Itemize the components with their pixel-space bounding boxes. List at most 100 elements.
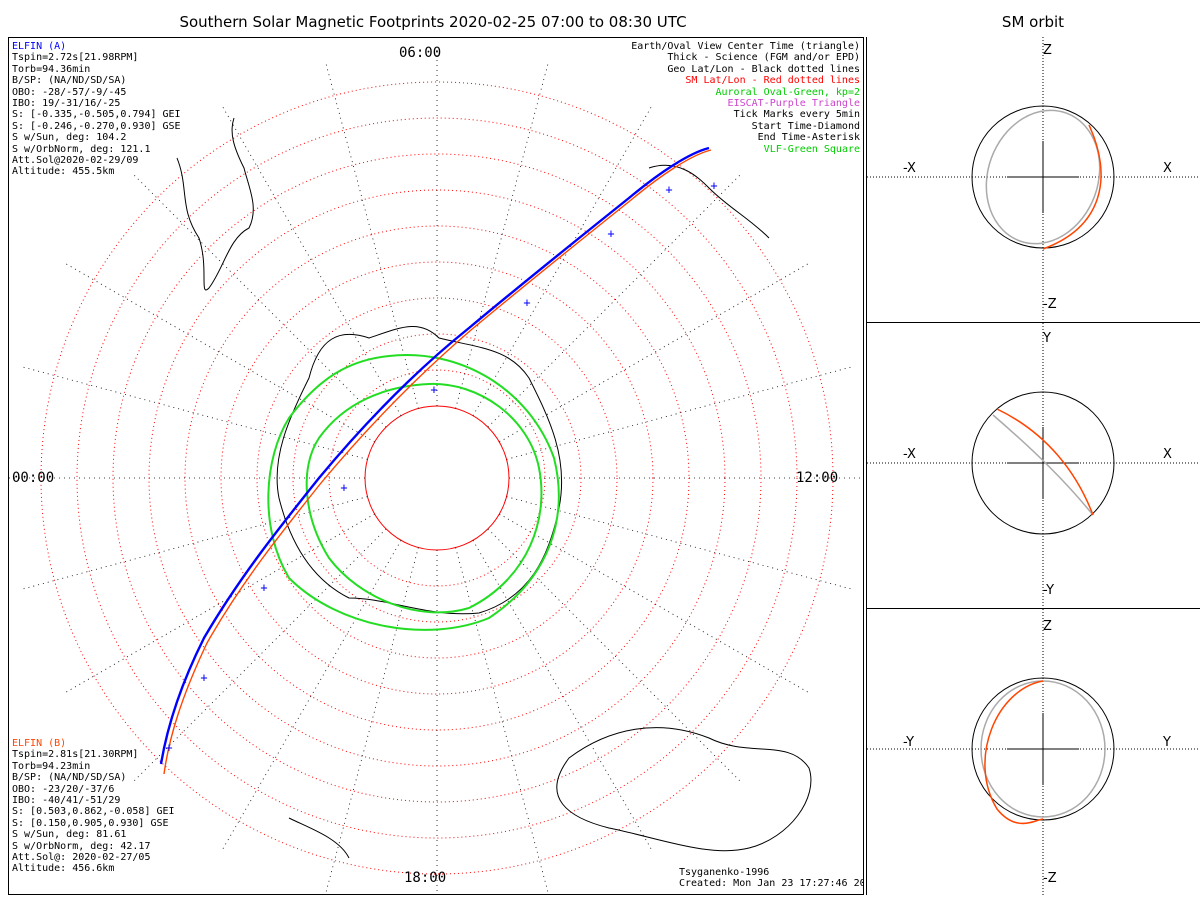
auroral-oval-inner	[305, 382, 543, 614]
elfin_b-info-line: S w/OrbNorm, deg: 42.17	[12, 840, 151, 852]
time-label-bottom: 18:00	[404, 870, 447, 886]
coastlines	[176, 117, 812, 859]
trace-tick-mark: +	[430, 383, 437, 397]
elfin-b-info: ELFIN (B) Tspin=2.81s[21.30RPM] Torb=94.23…	[12, 738, 175, 875]
elfin_b-info-line: Altitude: 456.6km	[12, 863, 115, 875]
elfin_a-info-line: OBO: -28/-57/-9/-45	[12, 86, 127, 98]
panel2-bottom-label: -Y	[1043, 583, 1055, 598]
trace-tick-mark: +	[710, 179, 717, 193]
elfin_a-info-line: Att.Sol@2020-02-29/09	[12, 155, 139, 167]
legend: Earth/Oval View Center Time (triangle) Th…	[631, 41, 860, 155]
panel2-left-label: -X	[903, 447, 916, 462]
sm-lat-circle	[40, 81, 834, 875]
elfin_b-info-line: S: [0.150,0.905,0.930] GSE	[12, 817, 169, 829]
legend-item: Tick Marks every 5min	[733, 109, 860, 121]
footprint-map-svg: + + + + + + + + +	[9, 48, 863, 894]
panel1-bottom-label: -Z	[1043, 297, 1057, 312]
meridian-line	[21, 496, 368, 590]
footprint-map: + + + + + + + + + ELFIN (A) Tspin=2.72s[21.98RPM]…	[8, 37, 864, 895]
elfin_a-info-line: IBO: 19/-31/16/-25	[12, 98, 121, 110]
elfin_b-info-line: OBO: -23/20/-37/6	[12, 783, 115, 795]
south-america-coast	[176, 117, 254, 291]
elfin_a-info-line: S: [-0.335,-0.505,0.794] GEI	[12, 109, 181, 121]
africa-coast	[648, 164, 770, 239]
orbit-panel-xy-svg	[867, 323, 1200, 609]
legend-item: SM Lat/Lon - Red dotted lines	[685, 75, 860, 87]
elfin_a-info-line: S w/OrbNorm, deg: 121.1	[12, 143, 151, 155]
meridian-line	[132, 173, 387, 428]
meridian-line	[455, 62, 549, 409]
elfin_a-info-line: B/SP: (NA/ND/SD/SA)	[12, 75, 127, 87]
meridian-line	[506, 366, 853, 460]
elfin_b-info-line: Torb=94.23min	[12, 760, 91, 772]
panel1-right-label: X	[1163, 161, 1172, 176]
plot-title: Southern Solar Magnetic Footprints 2020-…	[179, 13, 687, 31]
elfin_a-info-line: Tspin=2.72s[21.98RPM]	[12, 52, 139, 64]
legend-item: Geo Lat/Lon - Black dotted lines	[667, 63, 860, 75]
panel3-bottom-label: -Z	[1043, 871, 1057, 886]
legend-item: Thick - Science (FGM and/or EPD)	[667, 52, 860, 64]
credit: Tsyganenko-1996 Created: Mon Jan 23 17:2…	[679, 867, 864, 890]
elfin_b-info-line: Tspin=2.81s[21.30RPM]	[12, 749, 139, 761]
panel1-left-label: -X	[903, 161, 916, 176]
sm-grid	[9, 48, 863, 894]
meridian-line	[325, 62, 419, 409]
sm-orbit-title: SM orbit	[1001, 13, 1065, 31]
orbit-panel-yz-svg	[867, 609, 1200, 895]
credit-line-1: Tsyganenko-1996	[679, 867, 770, 878]
credit-line-2: Created: Mon Jan 23 17:27:46 2023	[679, 878, 864, 890]
meridian-line	[455, 547, 549, 894]
trace-tick-mark: +	[260, 581, 267, 595]
orbit-panel-xz-svg	[867, 37, 1200, 323]
elfin_b-info-line: S: [0.503,0.862,-0.058] GEI	[12, 806, 175, 818]
tick-marks: + + + + + + + + +	[165, 179, 717, 755]
legend-item: Auroral Oval-Green, kp=2	[715, 86, 861, 98]
time-label-top: 06:00	[399, 45, 442, 61]
elfin_a-info-line: S w/Sun, deg: 104.2	[12, 132, 127, 144]
panel1-top-label: Z	[1043, 43, 1052, 58]
elfin_b-info-line: ELFIN (B)	[12, 738, 67, 749]
elfin-b-trace	[163, 149, 712, 775]
elfin_b-info-line: Att.Sol@: 2020-02-27/05	[12, 852, 151, 864]
sm-lat-circle	[220, 261, 654, 695]
trace-tick-mark: +	[523, 296, 530, 310]
elfin_b-info-line: IBO: -40/41/-51/29	[12, 795, 121, 807]
panel2-right-label: X	[1163, 447, 1172, 462]
new-zealand-coast	[288, 817, 350, 859]
time-label-right: 12:00	[796, 470, 839, 486]
sm-lat-circle	[76, 117, 798, 839]
auroral-ovals	[267, 354, 560, 631]
orbit-panel-yz: Z -Z -Y Y	[866, 609, 1200, 895]
legend-item: Earth/Oval View Center Time (triangle)	[631, 41, 860, 52]
elfin_a-info-line: ELFIN (A)	[12, 41, 67, 52]
elfin_a-info-line: S: [-0.246,-0.270,0.930] GSE	[12, 120, 181, 132]
sm-lat-circle	[292, 333, 582, 623]
sm-lat-circle	[364, 405, 510, 551]
panel2-top-label: Y	[1043, 331, 1051, 346]
trace-tick-mark: +	[607, 227, 614, 241]
legend-item: EISCAT-Purple Triangle	[727, 98, 860, 110]
trace-tick-mark: +	[165, 741, 172, 755]
legend-item: VLF-Green Square	[763, 143, 860, 155]
auroral-oval-outer	[267, 354, 560, 631]
legend-item: End Time-Asterisk	[757, 132, 860, 144]
meridian-line	[325, 547, 419, 894]
trace-tick-mark: +	[340, 481, 347, 495]
sm-lat-circle	[256, 297, 618, 659]
elfin_a-info-line: Altitude: 455.5km	[12, 166, 115, 178]
trace-tick-mark: +	[665, 183, 672, 197]
elfin_a-info-line: Torb=94.36min	[12, 63, 91, 75]
panel3-right-label: Y	[1163, 735, 1171, 750]
panel3-left-label: -Y	[903, 735, 915, 750]
meridian-line	[487, 528, 742, 783]
orbit-panel-xy: Y -Y -X X	[866, 323, 1200, 609]
panel3-top-label: Z	[1043, 619, 1052, 634]
elfin-a-info: ELFIN (A) Tspin=2.72s[21.98RPM] Torb=94.36…	[12, 41, 181, 178]
australia-coast	[556, 727, 812, 852]
elfin_b-info-line: B/SP: (NA/ND/SD/SA)	[12, 772, 127, 784]
elfin-a-trace	[159, 146, 710, 765]
orbit-panel-xz: Z -Z -X X	[866, 37, 1200, 323]
elfin_b-info-line: S w/Sun, deg: 81.61	[12, 829, 127, 841]
time-label-left: 00:00	[12, 470, 55, 486]
trace-tick-mark: +	[200, 671, 207, 685]
